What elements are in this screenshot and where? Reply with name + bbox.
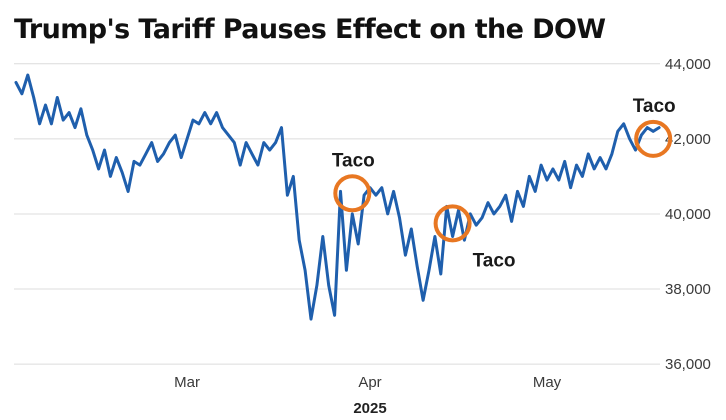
annotation-circle — [333, 174, 372, 213]
y-tick-label: 38,000 — [665, 281, 711, 298]
annotation-label: Taco — [332, 150, 375, 171]
x-tick-label: Mar — [174, 374, 200, 391]
annotation-circle — [634, 119, 673, 158]
annotation-circle — [433, 204, 472, 243]
x-tick-label: Apr — [358, 374, 381, 391]
annotation-label: Taco — [633, 96, 676, 117]
y-tick-label: 42,000 — [665, 131, 711, 148]
y-tick-label: 36,000 — [665, 356, 711, 373]
y-tick-label: 40,000 — [665, 206, 711, 223]
y-tick-label: 44,000 — [665, 56, 711, 73]
x-axis-label: 2025 — [353, 400, 386, 417]
annotation-label: Taco — [473, 250, 516, 271]
chart-title: Trump's Tariff Pauses Effect on the DOW — [14, 14, 606, 45]
x-tick-label: May — [533, 374, 562, 391]
series-line — [14, 73, 661, 321]
